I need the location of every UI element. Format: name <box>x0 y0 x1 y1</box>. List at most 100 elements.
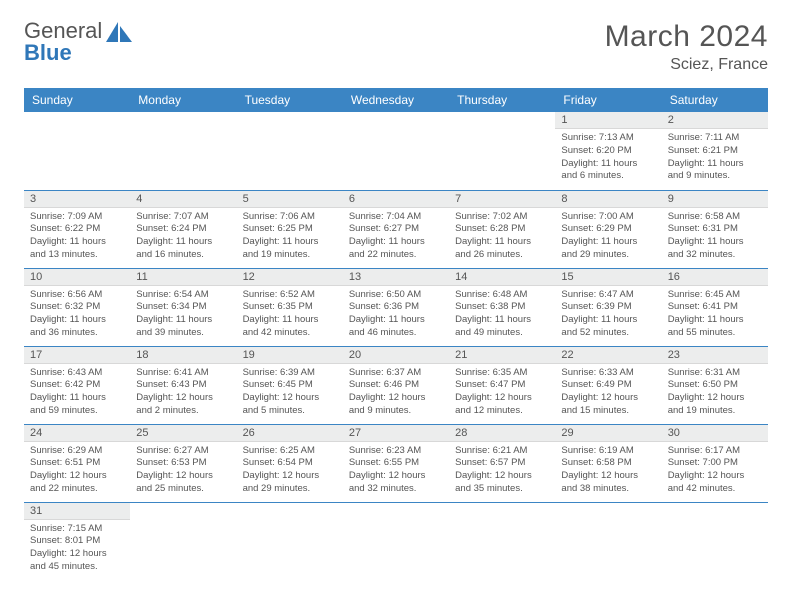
day-cell: 9Sunrise: 6:58 AMSunset: 6:31 PMDaylight… <box>662 190 768 268</box>
day-details: Sunrise: 6:25 AMSunset: 6:54 PMDaylight:… <box>237 442 343 500</box>
day-details: Sunrise: 6:21 AMSunset: 6:57 PMDaylight:… <box>449 442 555 500</box>
empty-cell <box>449 112 555 190</box>
day-cell: 6Sunrise: 7:04 AMSunset: 6:27 PMDaylight… <box>343 190 449 268</box>
day-number: 30 <box>662 425 768 442</box>
day-number: 29 <box>555 425 661 442</box>
day-details: Sunrise: 6:41 AMSunset: 6:43 PMDaylight:… <box>130 364 236 422</box>
title-block: March 2024 Sciez, France <box>605 20 768 74</box>
day-details: Sunrise: 6:43 AMSunset: 6:42 PMDaylight:… <box>24 364 130 422</box>
day-details: Sunrise: 6:31 AMSunset: 6:50 PMDaylight:… <box>662 364 768 422</box>
month-title: March 2024 <box>605 20 768 54</box>
day-number: 17 <box>24 347 130 364</box>
day-cell: 18Sunrise: 6:41 AMSunset: 6:43 PMDayligh… <box>130 346 236 424</box>
day-details: Sunrise: 6:17 AMSunset: 7:00 PMDaylight:… <box>662 442 768 500</box>
empty-cell <box>130 502 236 580</box>
day-cell: 17Sunrise: 6:43 AMSunset: 6:42 PMDayligh… <box>24 346 130 424</box>
day-number: 1 <box>555 112 661 129</box>
day-cell: 15Sunrise: 6:47 AMSunset: 6:39 PMDayligh… <box>555 268 661 346</box>
day-cell: 3Sunrise: 7:09 AMSunset: 6:22 PMDaylight… <box>24 190 130 268</box>
day-details: Sunrise: 6:58 AMSunset: 6:31 PMDaylight:… <box>662 208 768 266</box>
brand-general: General <box>24 20 102 42</box>
calendar-row: 31Sunrise: 7:15 AMSunset: 8:01 PMDayligh… <box>24 502 768 580</box>
day-details: Sunrise: 6:33 AMSunset: 6:49 PMDaylight:… <box>555 364 661 422</box>
brand-logo: General Blue <box>24 20 134 64</box>
day-number: 25 <box>130 425 236 442</box>
day-cell: 1Sunrise: 7:13 AMSunset: 6:20 PMDaylight… <box>555 112 661 190</box>
day-details: Sunrise: 7:07 AMSunset: 6:24 PMDaylight:… <box>130 208 236 266</box>
weekday-header: Wednesday <box>343 88 449 112</box>
empty-cell <box>24 112 130 190</box>
day-number: 5 <box>237 191 343 208</box>
day-number: 10 <box>24 269 130 286</box>
day-details: Sunrise: 6:27 AMSunset: 6:53 PMDaylight:… <box>130 442 236 500</box>
empty-cell <box>343 112 449 190</box>
brand-text: General Blue <box>24 20 102 64</box>
location-label: Sciez, France <box>605 56 768 74</box>
day-number: 8 <box>555 191 661 208</box>
day-cell: 10Sunrise: 6:56 AMSunset: 6:32 PMDayligh… <box>24 268 130 346</box>
brand-blue: Blue <box>24 40 72 65</box>
day-cell: 14Sunrise: 6:48 AMSunset: 6:38 PMDayligh… <box>449 268 555 346</box>
day-cell: 7Sunrise: 7:02 AMSunset: 6:28 PMDaylight… <box>449 190 555 268</box>
day-details: Sunrise: 6:23 AMSunset: 6:55 PMDaylight:… <box>343 442 449 500</box>
day-number: 15 <box>555 269 661 286</box>
empty-cell <box>662 502 768 580</box>
day-details: Sunrise: 7:13 AMSunset: 6:20 PMDaylight:… <box>555 129 661 187</box>
day-cell: 5Sunrise: 7:06 AMSunset: 6:25 PMDaylight… <box>237 190 343 268</box>
day-cell: 27Sunrise: 6:23 AMSunset: 6:55 PMDayligh… <box>343 424 449 502</box>
day-details: Sunrise: 7:06 AMSunset: 6:25 PMDaylight:… <box>237 208 343 266</box>
day-cell: 31Sunrise: 7:15 AMSunset: 8:01 PMDayligh… <box>24 502 130 580</box>
weekday-header: Monday <box>130 88 236 112</box>
day-number: 13 <box>343 269 449 286</box>
day-number: 18 <box>130 347 236 364</box>
day-details: Sunrise: 7:00 AMSunset: 6:29 PMDaylight:… <box>555 208 661 266</box>
day-number: 27 <box>343 425 449 442</box>
day-details: Sunrise: 6:45 AMSunset: 6:41 PMDaylight:… <box>662 286 768 344</box>
day-details: Sunrise: 7:15 AMSunset: 8:01 PMDaylight:… <box>24 520 130 578</box>
day-number: 12 <box>237 269 343 286</box>
day-details: Sunrise: 6:29 AMSunset: 6:51 PMDaylight:… <box>24 442 130 500</box>
weekday-header: Sunday <box>24 88 130 112</box>
weekday-header: Tuesday <box>237 88 343 112</box>
day-cell: 21Sunrise: 6:35 AMSunset: 6:47 PMDayligh… <box>449 346 555 424</box>
day-cell: 13Sunrise: 6:50 AMSunset: 6:36 PMDayligh… <box>343 268 449 346</box>
weekday-header-row: SundayMondayTuesdayWednesdayThursdayFrid… <box>24 88 768 112</box>
empty-cell <box>237 502 343 580</box>
day-number: 23 <box>662 347 768 364</box>
day-cell: 16Sunrise: 6:45 AMSunset: 6:41 PMDayligh… <box>662 268 768 346</box>
day-details: Sunrise: 6:56 AMSunset: 6:32 PMDaylight:… <box>24 286 130 344</box>
day-cell: 4Sunrise: 7:07 AMSunset: 6:24 PMDaylight… <box>130 190 236 268</box>
weekday-header: Saturday <box>662 88 768 112</box>
day-details: Sunrise: 6:50 AMSunset: 6:36 PMDaylight:… <box>343 286 449 344</box>
calendar-row: 10Sunrise: 6:56 AMSunset: 6:32 PMDayligh… <box>24 268 768 346</box>
day-details: Sunrise: 6:37 AMSunset: 6:46 PMDaylight:… <box>343 364 449 422</box>
day-number: 31 <box>24 503 130 520</box>
sail-icon <box>104 20 134 51</box>
empty-cell <box>555 502 661 580</box>
empty-cell <box>130 112 236 190</box>
day-details: Sunrise: 6:47 AMSunset: 6:39 PMDaylight:… <box>555 286 661 344</box>
day-cell: 2Sunrise: 7:11 AMSunset: 6:21 PMDaylight… <box>662 112 768 190</box>
day-details: Sunrise: 6:48 AMSunset: 6:38 PMDaylight:… <box>449 286 555 344</box>
day-cell: 12Sunrise: 6:52 AMSunset: 6:35 PMDayligh… <box>237 268 343 346</box>
day-details: Sunrise: 6:35 AMSunset: 6:47 PMDaylight:… <box>449 364 555 422</box>
day-number: 24 <box>24 425 130 442</box>
calendar-row: 1Sunrise: 7:13 AMSunset: 6:20 PMDaylight… <box>24 112 768 190</box>
day-details: Sunrise: 6:52 AMSunset: 6:35 PMDaylight:… <box>237 286 343 344</box>
day-cell: 20Sunrise: 6:37 AMSunset: 6:46 PMDayligh… <box>343 346 449 424</box>
calendar-body: 1Sunrise: 7:13 AMSunset: 6:20 PMDaylight… <box>24 112 768 580</box>
day-details: Sunrise: 7:04 AMSunset: 6:27 PMDaylight:… <box>343 208 449 266</box>
day-cell: 24Sunrise: 6:29 AMSunset: 6:51 PMDayligh… <box>24 424 130 502</box>
day-number: 19 <box>237 347 343 364</box>
day-cell: 8Sunrise: 7:00 AMSunset: 6:29 PMDaylight… <box>555 190 661 268</box>
page-header: General Blue March 2024 Sciez, France <box>24 20 768 74</box>
day-cell: 22Sunrise: 6:33 AMSunset: 6:49 PMDayligh… <box>555 346 661 424</box>
day-cell: 11Sunrise: 6:54 AMSunset: 6:34 PMDayligh… <box>130 268 236 346</box>
day-details: Sunrise: 7:02 AMSunset: 6:28 PMDaylight:… <box>449 208 555 266</box>
day-number: 14 <box>449 269 555 286</box>
empty-cell <box>237 112 343 190</box>
day-number: 6 <box>343 191 449 208</box>
day-number: 9 <box>662 191 768 208</box>
empty-cell <box>343 502 449 580</box>
calendar-row: 24Sunrise: 6:29 AMSunset: 6:51 PMDayligh… <box>24 424 768 502</box>
